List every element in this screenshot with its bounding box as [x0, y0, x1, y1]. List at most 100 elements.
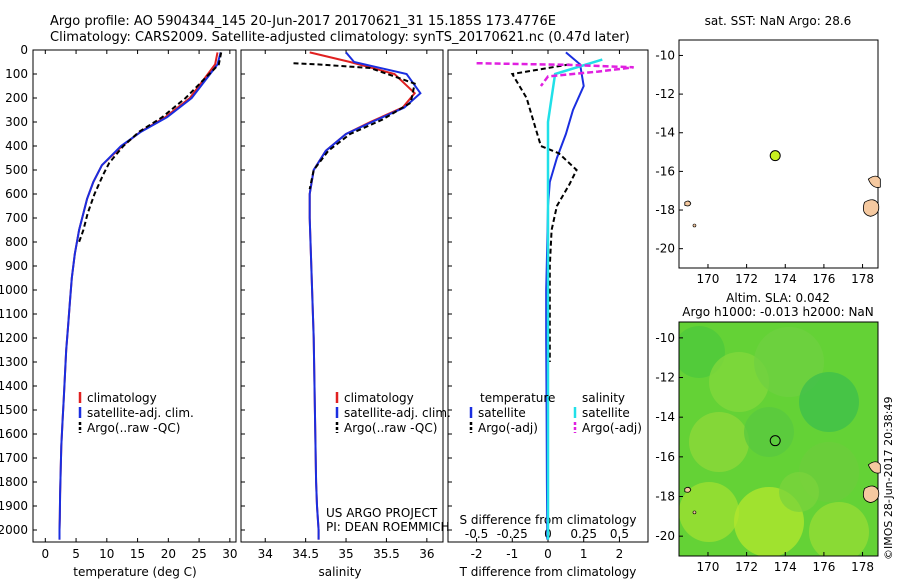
- depth-tick-label: 500: [5, 163, 28, 177]
- depth-tick-label: 300: [5, 115, 28, 129]
- diff-t-tick-label: 0: [544, 547, 552, 561]
- sla-map-island-vanuatu: [684, 486, 692, 493]
- diff-s-argo-line: [476, 61, 634, 87]
- credit-line-2: PI: DEAN ROEMMICH: [326, 520, 449, 534]
- sst-map-ytick-label: -16: [655, 164, 675, 178]
- sal-x-tick-label: 35.5: [373, 547, 400, 561]
- depth-tick-label: 1100: [0, 307, 28, 321]
- diff-legend-s-label: Argo(-adj): [582, 421, 642, 435]
- sla-map-island-small: [692, 510, 697, 515]
- temp-x-tick-label: 25: [191, 547, 206, 561]
- sla-map-title-2: Argo h1000: -0.013 h2000: NaN: [682, 305, 874, 319]
- temp-legend-label: Argo(..raw -QC): [87, 421, 180, 435]
- diff-t-tick-label: -1: [506, 547, 518, 561]
- depth-tick-label: 800: [5, 235, 28, 249]
- diff-legend-t-label: satellite: [478, 406, 526, 420]
- depth-tick-label: 1200: [0, 331, 28, 345]
- temp-climatology-line: [58, 52, 219, 540]
- temp-x-tick-label: 15: [130, 547, 145, 561]
- sst-map-xtick-label: 178: [851, 272, 874, 286]
- diff-t-tick-label: -2: [471, 547, 483, 561]
- sla-map-ytick-label: -20: [655, 529, 675, 543]
- sal-legend-label: satellite-adj. clim.: [344, 406, 451, 420]
- header-line-2: Climatology: CARS2009. Satellite-adjuste…: [50, 30, 630, 45]
- sal-legend-label: Argo(..raw -QC): [344, 421, 437, 435]
- sla-map-island-vanua: [867, 461, 881, 474]
- sla-map-frame: [678, 321, 879, 557]
- sal-satellite-line: [308, 51, 422, 540]
- diff-s-satellite-line: [546, 58, 603, 540]
- header-line-1: Argo profile: AO 5904344_145 20-Jun-2017…: [50, 14, 556, 29]
- sla-map-ytick-label: -16: [655, 450, 675, 464]
- credit-line-1: US ARGO PROJECT: [326, 506, 438, 520]
- depth-tick-label: 700: [5, 211, 28, 225]
- depth-tick-label: 1300: [0, 355, 28, 369]
- sal-legend-label: climatology: [344, 391, 414, 405]
- depth-tick-label: 1600: [0, 427, 28, 441]
- sst-map-ytick-label: -12: [655, 87, 675, 101]
- diff-legend-t-label: Argo(-adj): [478, 421, 538, 435]
- temperature-panel: [32, 49, 237, 543]
- temp-x-tick-label: 0: [41, 547, 49, 561]
- temp-x-tick-label: 10: [99, 547, 114, 561]
- sst-map-island-fiji: [862, 199, 880, 217]
- sal-x-tick-label: 36: [419, 547, 434, 561]
- diff-s-tick-label: 0.25: [570, 527, 597, 541]
- diff-t-tick-label: 1: [580, 547, 588, 561]
- sst-map-xtick-label: 174: [774, 272, 797, 286]
- depth-tick-label: 400: [5, 139, 28, 153]
- depth-tick-label: 200: [5, 91, 28, 105]
- temp-legend-label: climatology: [87, 391, 157, 405]
- temp-argo-line: [78, 52, 223, 243]
- sst-map-ytick-label: -20: [655, 242, 675, 256]
- sst-map-island-small: [692, 223, 697, 228]
- sst-map-xtick-label: 172: [735, 272, 758, 286]
- depth-tick-label: 900: [5, 259, 28, 273]
- sal-x-tick-label: 34.5: [292, 547, 319, 561]
- sla-map-ytick-label: -18: [655, 490, 675, 504]
- sal-x-tick-label: 35: [338, 547, 353, 561]
- salinity-panel: [240, 49, 444, 543]
- diff-s-tick-label: -0.5: [465, 527, 488, 541]
- depth-tick-label: 0: [20, 43, 28, 57]
- depth-tick-label: 2000: [0, 523, 28, 537]
- sla-map-xtick-label: 174: [774, 560, 797, 574]
- sal-argo-line: [293, 62, 416, 190]
- diff-t-argo-line: [510, 63, 578, 362]
- sla-map-island-fiji: [862, 485, 880, 503]
- diff-s-tick-label: -0.25: [497, 527, 528, 541]
- copyright-text: ©IMOS 28-Jun-2017 20:38:49: [882, 396, 895, 560]
- sla-map-xtick-label: 178: [851, 560, 874, 574]
- sst-map-island-vanua: [867, 175, 881, 188]
- temp-x-tick-label: 30: [222, 547, 237, 561]
- depth-tick-label: 1900: [0, 499, 28, 513]
- sla-map-xtick-label: 176: [812, 560, 835, 574]
- sla-map-title-1: Altim. SLA: 0.042: [726, 291, 830, 305]
- sst-map-island-vanuatu: [684, 200, 692, 207]
- sal-xlabel: salinity: [318, 565, 361, 579]
- sst-map-argo-marker: [769, 150, 781, 162]
- depth-tick-label: 1700: [0, 451, 28, 465]
- sst-map-ytick-label: -10: [655, 48, 675, 62]
- temp-xlabel: temperature (deg C): [73, 565, 196, 579]
- depth-tick-label: 1500: [0, 403, 28, 417]
- sst-map-ytick-label: -14: [655, 126, 675, 140]
- temp-satellite-line: [58, 52, 222, 540]
- depth-tick-label: 600: [5, 187, 28, 201]
- depth-tick-label: 1400: [0, 379, 28, 393]
- sla-map-xtick-label: 170: [697, 560, 720, 574]
- diff-xlabel: T difference from climatology: [459, 565, 637, 579]
- diff-t-satellite-line: [545, 51, 585, 540]
- sla-map-xtick-label: 172: [735, 560, 758, 574]
- sla-map-argo-marker: [769, 435, 781, 447]
- sst-map-title: sat. SST: NaN Argo: 28.6: [705, 14, 852, 28]
- sla-map-ytick-label: -10: [655, 331, 675, 345]
- diff-legend-t-title: temperature: [480, 391, 555, 405]
- diff-t-tick-label: 2: [616, 547, 624, 561]
- temp-x-tick-label: 20: [161, 547, 176, 561]
- sst-map-xtick-label: 176: [812, 272, 835, 286]
- copyright-label: ©IMOS 28-Jun-2017 20:38:49: [882, 396, 895, 560]
- sal-x-tick-label: 34: [258, 547, 273, 561]
- depth-tick-label: 1000: [0, 283, 28, 297]
